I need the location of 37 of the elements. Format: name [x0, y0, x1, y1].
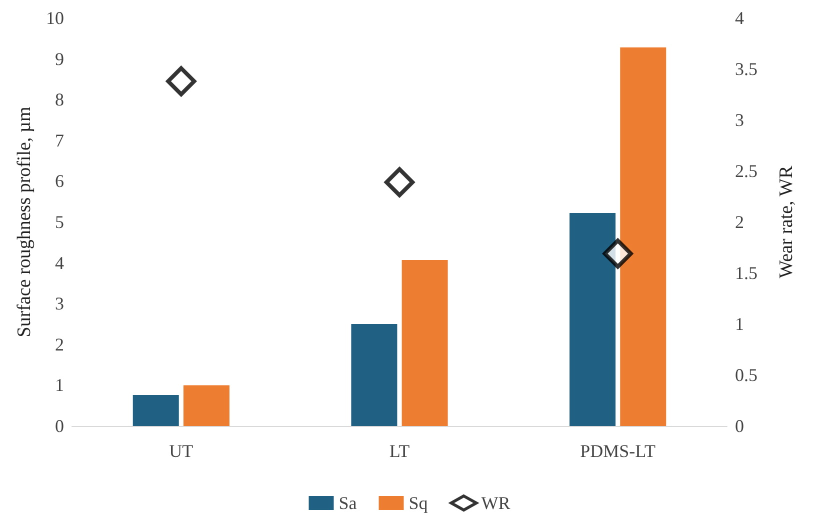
y2-tick-label: 0.5 [735, 365, 758, 385]
y-tick-label: 7 [55, 130, 64, 150]
y-tick-label: 0 [55, 416, 64, 436]
bar [620, 47, 666, 426]
y2-tick-label: 3.5 [735, 59, 758, 79]
y2-tick-label: 2 [735, 212, 744, 232]
y2-tick-label: 1.5 [735, 263, 758, 283]
y-tick-label: 5 [55, 212, 64, 232]
bar [570, 213, 616, 426]
y-tick-label: 3 [55, 294, 64, 314]
bar [132, 394, 179, 426]
y-axis-title: Surface roughness profile, µm [14, 106, 35, 338]
y-tick-label: 6 [55, 171, 64, 192]
legend-label: Sq [408, 493, 428, 513]
y-tick-label: 1 [55, 375, 64, 396]
y2-axis-title: Wear rate, WR [776, 165, 797, 278]
y2-tick-label: 3 [735, 110, 744, 130]
y-tick-label: 2 [55, 334, 64, 354]
y-tick-label: 10 [46, 8, 64, 28]
bar [183, 385, 230, 426]
y2-tick-label: 4 [735, 8, 744, 28]
y2-tick-label: 2.5 [735, 161, 758, 181]
legend-label: WR [481, 493, 510, 513]
y-tick-label: 4 [55, 252, 64, 273]
x-tick-label: LT [389, 441, 410, 461]
legend-label: Sa [338, 493, 357, 513]
point [602, 238, 633, 269]
y-tick-label: 8 [55, 90, 64, 110]
y2-tick-label: 1 [735, 314, 744, 334]
point [384, 167, 414, 198]
y2-tick-label: 0 [735, 416, 744, 436]
x-tick-label: UT [169, 441, 194, 461]
y-tick-label: 9 [55, 48, 64, 69]
point [166, 66, 196, 96]
bar [402, 260, 448, 426]
x-tick-label: PDMS-LT [580, 441, 656, 461]
bar [351, 324, 398, 426]
